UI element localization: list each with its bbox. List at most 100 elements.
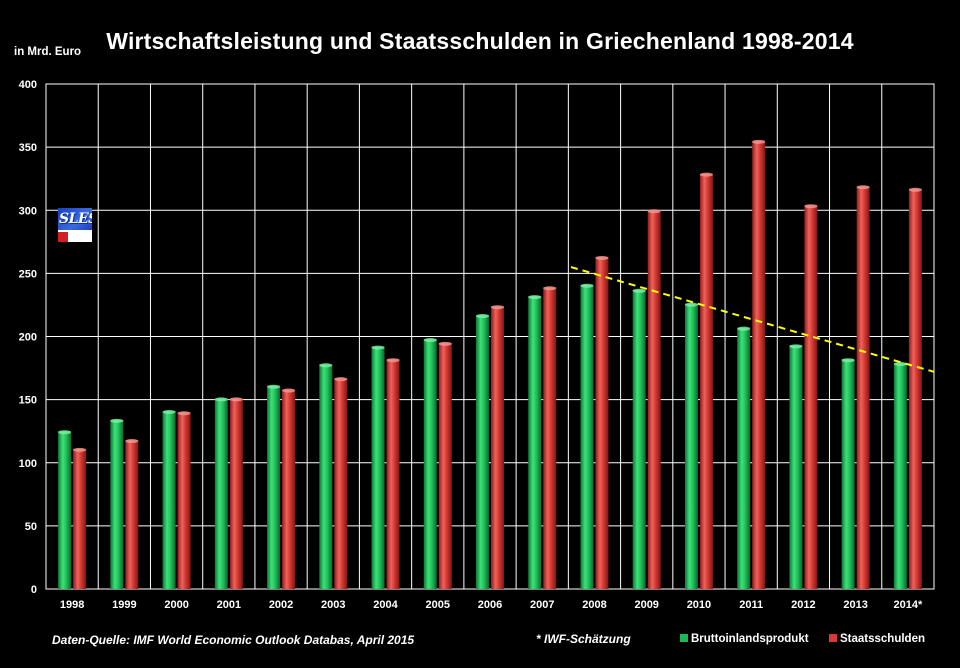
y-tick-label: 250 [19, 268, 37, 280]
x-tick-label: 1999 [112, 599, 136, 611]
bar-cap [319, 363, 333, 368]
bar-cap [229, 397, 243, 402]
bar-debt-1999 [125, 440, 139, 589]
y-tick-label: 200 [19, 332, 37, 344]
x-tick-label: 2010 [687, 599, 711, 611]
y-tick-label: 50 [25, 521, 37, 533]
bar-cap [804, 204, 818, 209]
logo-red-shape [58, 232, 68, 242]
legend-item-debt: Staatsschulden [829, 633, 925, 645]
bar-cap [58, 430, 72, 435]
x-tick-label: 1998 [60, 599, 84, 611]
sles-logo: SLES [58, 208, 92, 242]
legend-item-gdp: Bruttoinlandsprodukt [680, 633, 809, 645]
bar-gdp-2010 [684, 303, 698, 589]
bar-cap [647, 209, 661, 214]
x-tick-label: 2000 [164, 599, 188, 611]
y-tick-label: 300 [19, 205, 37, 217]
bar-cap [267, 384, 281, 389]
chart-title: Wirtschaftsleistung und Staatsschulden i… [106, 28, 854, 54]
bar-debt-2004 [386, 359, 400, 589]
bar-gdp-2005 [423, 339, 437, 589]
x-tick-label: 2011 [739, 599, 763, 611]
bar-cap [856, 185, 870, 190]
bar-debt-2003 [334, 378, 348, 589]
bar-gdp-1998 [58, 431, 72, 589]
bar-gdp-2003 [319, 364, 333, 589]
bar-debt-2008 [595, 256, 609, 589]
estimate-footnote: * IWF-Schätzung [536, 632, 631, 646]
bar-debt-2007 [543, 287, 557, 589]
bar-debt-2012 [804, 205, 818, 589]
x-tick-label: 2006 [478, 599, 502, 611]
x-tick-label: 2008 [582, 599, 606, 611]
bar-cap [893, 362, 907, 367]
bar-cap [491, 305, 504, 310]
bar-debt-2009 [647, 210, 661, 589]
bar-debt-2000 [177, 412, 191, 589]
axis-layer: 0 50 100 150 200 250 300 350 400 1998 1999 2000 2001… [19, 79, 923, 611]
x-tick-label: 2005 [426, 599, 450, 611]
y-tick-label: 100 [19, 458, 37, 470]
bar-gdp-2009 [632, 289, 646, 589]
bar-cap [423, 338, 437, 343]
bar-debt-1998 [73, 448, 87, 589]
bar-cap [125, 439, 139, 444]
bar-cap [386, 358, 400, 363]
bar-cap [908, 187, 922, 192]
bar-cap [684, 302, 698, 307]
bar-gdp-2008 [580, 284, 594, 589]
bar-cap [214, 397, 228, 402]
x-tick-label: 2013 [843, 599, 867, 611]
y-tick-label: 0 [31, 584, 37, 596]
bar-cap [476, 314, 489, 319]
legend-swatch-debt [829, 634, 837, 642]
bar-gdp-2011 [737, 327, 751, 589]
bar-debt-2013 [856, 186, 870, 589]
bar-gdp-2012 [789, 345, 803, 589]
legend-swatch-gdp [680, 634, 688, 642]
bar-debt-2005 [438, 342, 452, 589]
x-tick-label: 2003 [321, 599, 345, 611]
bar-gdp-2006 [476, 315, 489, 589]
bar-debt-2001 [229, 398, 243, 589]
y-tick-label: 400 [19, 79, 37, 91]
bar-debt-2010 [699, 173, 713, 589]
bar-cap [841, 358, 855, 363]
x-tick-label: 2002 [269, 599, 293, 611]
x-tick-label: 2012 [791, 599, 815, 611]
bar-cap [162, 409, 176, 414]
bar-cap [528, 295, 542, 300]
bar-cap [632, 288, 646, 293]
bars-layer [58, 139, 922, 589]
bar-gdp-2007 [528, 296, 542, 589]
bar-gdp-2014* [893, 363, 907, 589]
x-tick-label: 2009 [634, 599, 658, 611]
legend-label-gdp: Bruttoinlandsprodukt [691, 633, 809, 645]
bar-gdp-2000 [162, 410, 176, 589]
bar-cap [334, 377, 348, 382]
bar-gdp-1999 [110, 419, 124, 589]
bar-cap [177, 411, 191, 416]
bar-cap [438, 341, 452, 346]
bar-cap [737, 326, 751, 331]
bar-cap [699, 172, 713, 177]
grid-layer [45, 83, 935, 590]
bar-gdp-2002 [267, 385, 281, 589]
bar-debt-2011 [752, 140, 766, 589]
y-tick-label: 350 [19, 142, 37, 154]
bar-cap [73, 447, 87, 452]
bar-cap [282, 388, 296, 393]
y-tick-label: 150 [19, 395, 37, 407]
x-tick-label: 2001 [217, 599, 241, 611]
bar-debt-2014* [908, 188, 922, 589]
bar-cap [580, 283, 594, 288]
bar-cap [752, 139, 766, 144]
logo-text: SLES [59, 211, 92, 227]
legend-label-debt: Staatsschulden [840, 633, 925, 645]
x-tick-label: 2004 [373, 599, 398, 611]
bar-gdp-2001 [214, 398, 228, 589]
logo-blue-shape [58, 208, 92, 230]
x-tick-label: 2014* [893, 599, 922, 611]
